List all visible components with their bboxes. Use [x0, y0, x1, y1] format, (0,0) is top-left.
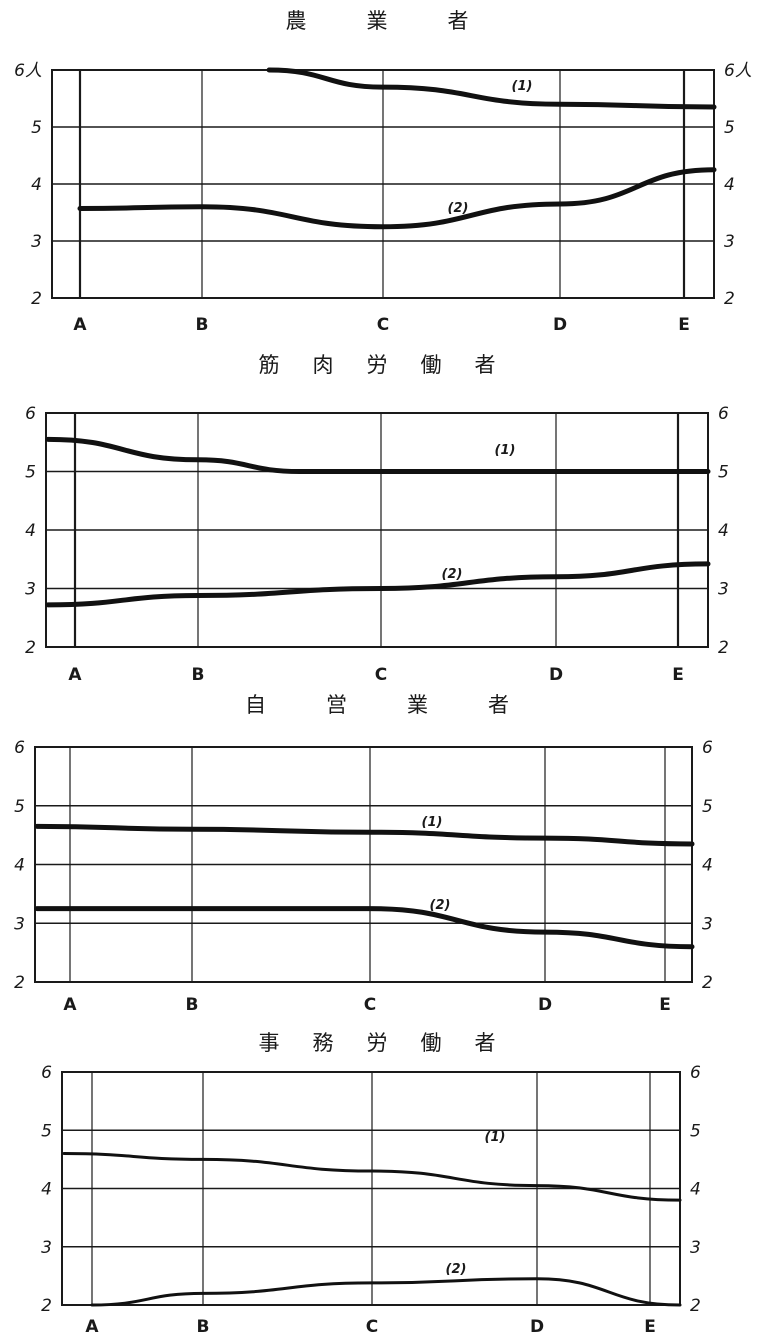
- series-label: (2): [446, 1262, 467, 1277]
- series-line-1: [45, 436, 711, 475]
- y-tick-label-right: 5: [702, 797, 713, 817]
- series-line-2: [45, 561, 711, 608]
- series-label: (1): [422, 815, 443, 830]
- series-label: (1): [485, 1130, 506, 1145]
- series-label: (2): [442, 567, 463, 582]
- y-tick-label-left: 6: [41, 1063, 52, 1083]
- y-tick-label-right: 2: [690, 1296, 701, 1316]
- series-line-1: [266, 67, 717, 110]
- y-tick-label-left: 5: [41, 1121, 52, 1141]
- y-tick-label-right: 4: [702, 856, 713, 876]
- y-tick-label-left: 6人: [14, 61, 42, 81]
- x-category-label: C: [366, 1317, 378, 1333]
- x-category-label: C: [377, 315, 389, 335]
- y-tick-label-left: 4: [25, 521, 36, 541]
- y-tick-label-left: 5: [31, 118, 42, 138]
- y-tick-label-left: 3: [31, 232, 42, 252]
- y-tick-label-right: 4: [724, 175, 735, 195]
- x-category-label: D: [549, 665, 563, 685]
- y-tick-label-left: 5: [25, 463, 36, 483]
- chart-title: 筋 肉 労 働 者: [259, 353, 502, 377]
- y-tick-label-right: 6: [718, 404, 729, 424]
- x-category-label: B: [197, 1317, 210, 1333]
- chart-panel-3: 自 営 業 者 6 6 5 5 4 4 3 3 2 2 A B C D E (1) (2): [14, 693, 713, 1015]
- y-tick-label-right: 4: [690, 1180, 701, 1200]
- series-line-2: [90, 1277, 682, 1307]
- x-category-label: E: [678, 315, 690, 335]
- series-label: (2): [448, 201, 469, 216]
- x-category-label: E: [659, 995, 671, 1015]
- y-tick-label-left: 3: [14, 914, 25, 934]
- y-tick-label-left: 2: [14, 973, 25, 993]
- x-category-label: A: [63, 995, 77, 1015]
- y-tick-label-left: 6: [14, 738, 25, 758]
- x-category-label: B: [186, 995, 199, 1015]
- y-tick-label-right: 2: [724, 289, 735, 309]
- chart-title: 事 務 労 働 者: [259, 1031, 502, 1055]
- chart-panel-2: 筋 肉 労 働 者 6 6 5 5 4 4 3 3 2 2 A B C D E (1) (2): [25, 353, 729, 685]
- y-tick-label-right: 5: [690, 1121, 701, 1141]
- chart-title: 農 業 者: [286, 9, 475, 33]
- x-category-label: D: [538, 995, 552, 1015]
- y-tick-label-right: 3: [690, 1238, 701, 1258]
- y-tick-label-right: 6人: [724, 61, 752, 81]
- x-category-label: A: [85, 1317, 99, 1333]
- x-category-label: A: [73, 315, 87, 335]
- y-tick-label-left: 6: [25, 404, 36, 424]
- y-tick-label-left: 5: [14, 797, 25, 817]
- y-tick-label-left: 3: [25, 580, 36, 600]
- y-tick-label-right: 5: [724, 118, 735, 138]
- y-tick-label-right: 2: [718, 638, 729, 658]
- x-category-label: E: [672, 665, 684, 685]
- chart-panel-1: 農 業 者 6人 6人 5 5 4 4 3 3 2 2 A B C D E (1) (2): [14, 9, 752, 335]
- y-tick-label-right: 5: [718, 463, 729, 483]
- x-category-label: E: [644, 1317, 656, 1333]
- x-category-label: C: [375, 665, 387, 685]
- x-category-label: A: [68, 665, 82, 685]
- y-tick-label-right: 4: [718, 521, 729, 541]
- series-line-2: [77, 167, 717, 230]
- x-category-label: D: [530, 1317, 544, 1333]
- y-tick-label-left: 2: [31, 289, 42, 309]
- y-tick-label-left: 2: [41, 1296, 52, 1316]
- y-tick-label-right: 3: [702, 914, 713, 934]
- series-line-1: [34, 823, 695, 847]
- y-tick-label-right: 6: [690, 1063, 701, 1083]
- y-tick-label-left: 4: [31, 175, 42, 195]
- y-tick-label-right: 2: [702, 973, 713, 993]
- x-category-label: C: [364, 995, 376, 1015]
- series-label: (2): [430, 898, 451, 913]
- y-tick-label-right: 6: [702, 738, 713, 758]
- chart-title: 自 営 業 者: [245, 693, 515, 717]
- series-label: (1): [512, 79, 533, 94]
- x-category-label: B: [192, 665, 205, 685]
- y-tick-label-right: 3: [724, 232, 735, 252]
- series-line-2: [34, 906, 695, 950]
- x-category-label: D: [553, 315, 567, 335]
- series-label: (1): [495, 443, 516, 458]
- series-line-1: [62, 1152, 682, 1202]
- y-tick-label-right: 3: [718, 580, 729, 600]
- x-category-label: B: [196, 315, 209, 335]
- y-tick-label-left: 2: [25, 638, 36, 658]
- y-tick-label-left: 4: [14, 856, 25, 876]
- y-tick-label-left: 4: [41, 1180, 52, 1200]
- chart-panel-4: 事 務 労 働 者 6 6 5 5 4 4 3 3 2 2 A B C D E (1) (2): [41, 1031, 701, 1333]
- y-tick-label-left: 3: [41, 1238, 52, 1258]
